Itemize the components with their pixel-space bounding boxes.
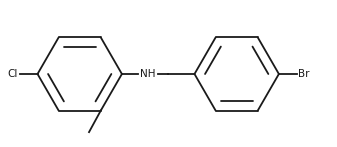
Text: Br: Br — [299, 69, 310, 79]
Text: Cl: Cl — [7, 69, 18, 79]
Text: NH: NH — [140, 69, 156, 79]
